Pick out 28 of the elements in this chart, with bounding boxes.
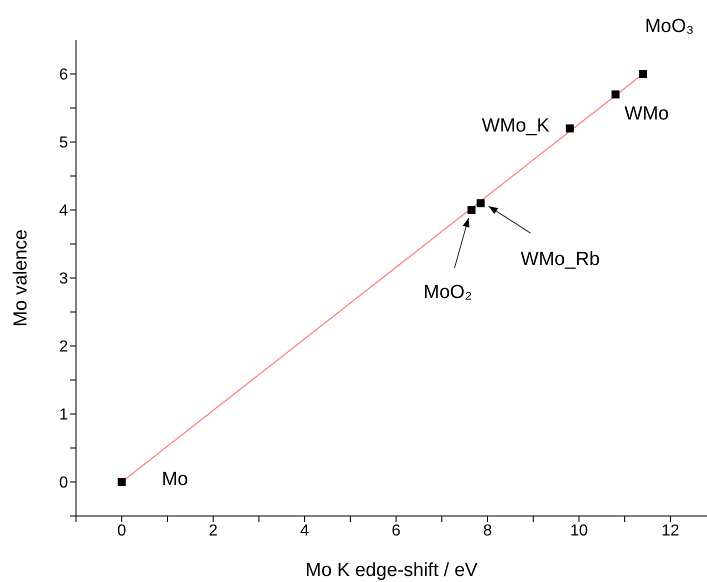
annotation: Mo <box>162 469 188 490</box>
x-tick-label: 12 <box>662 522 680 540</box>
y-tick-label: 6 <box>59 66 68 84</box>
point <box>638 70 647 78</box>
point <box>476 199 485 208</box>
x-tick-label: 10 <box>570 522 588 540</box>
annotation: MoO₃ <box>644 16 694 37</box>
point <box>566 124 574 132</box>
y-tick-label: 0 <box>59 474 68 492</box>
x-tick-label: 6 <box>392 522 401 540</box>
point <box>118 478 126 486</box>
annotation: WMo_K <box>482 115 550 136</box>
point <box>612 90 620 98</box>
x-axis-title: Mo K edge-shift / eV <box>305 560 478 581</box>
point <box>468 206 476 214</box>
y-tick-label: 4 <box>59 202 68 220</box>
x-tick-label: 8 <box>483 522 492 540</box>
y-axis-title: Mo valence <box>10 229 32 327</box>
x-tick-label: 4 <box>300 522 310 540</box>
annotation: WMo <box>624 103 669 124</box>
x-tick-label: 2 <box>208 522 218 540</box>
y-tick-label: 1 <box>59 406 68 424</box>
y-tick-label: 2 <box>59 338 68 356</box>
annotation: WMo_Rb <box>520 249 600 270</box>
y-tick-label: 5 <box>59 134 68 152</box>
x-tick-label: 0 <box>117 522 126 540</box>
y-tick-label: 3 <box>59 270 68 288</box>
annotation: MoO₂ <box>424 282 472 303</box>
